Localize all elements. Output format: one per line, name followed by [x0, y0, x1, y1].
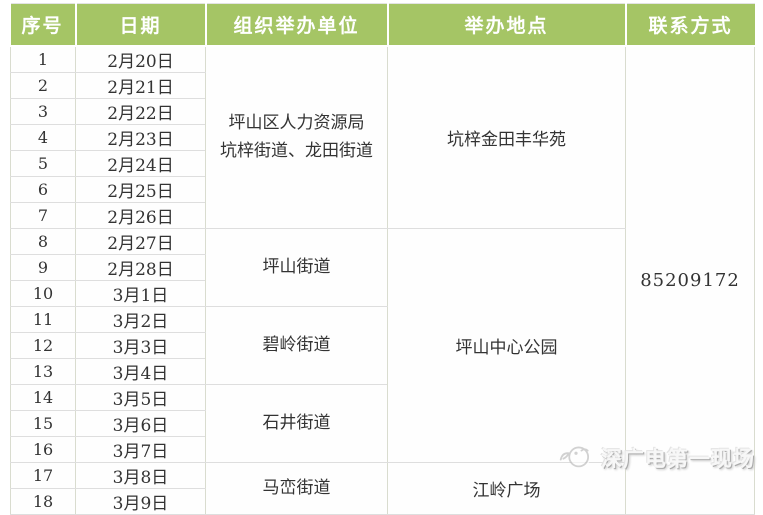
date-cell: 2月21日 — [75, 72, 206, 99]
date-cell: 2月27日 — [75, 228, 206, 255]
date-cell: 3月3日 — [75, 332, 206, 359]
date-cell: 2月23日 — [75, 124, 206, 151]
organizer-cell: 石井街道 — [205, 384, 388, 463]
row-number-cell: 15 — [10, 410, 76, 437]
table-row: 5 2月24日 — [10, 150, 755, 177]
date-cell: 3月2日 — [75, 306, 206, 333]
row-number-cell: 7 — [10, 202, 76, 229]
table-row: 2 2月21日 — [10, 72, 755, 99]
row-number-cell: 2 — [10, 72, 76, 99]
organizer-cell: 马峦街道 — [205, 462, 388, 515]
row-number-cell: 11 — [10, 306, 76, 333]
table-row: 6 2月25日 — [10, 176, 755, 203]
column-header: 联系方式 — [624, 3, 755, 47]
table-row: 16 3月7日 — [10, 436, 755, 463]
table-row: 11 3月2日 碧岭街道 — [10, 306, 755, 385]
schedule-table: 序号 日期 组织举办单位 举办地点 联系方式 1 2月20日 坪山区人力资源局 坑梓街道、龙… — [10, 3, 755, 515]
table-row: 12 3月3日 — [10, 332, 755, 359]
date-cell: 2月25日 — [75, 176, 206, 203]
organizer-cell: 坪山街道 — [205, 228, 388, 307]
date-cell: 2月28日 — [75, 254, 206, 281]
column-header: 序号 — [10, 3, 76, 47]
venue-cell: 坪山中心公园 — [387, 228, 626, 463]
date-cell: 2月22日 — [75, 98, 206, 125]
date-cell: 3月1日 — [75, 280, 206, 307]
row-number-cell: 10 — [10, 280, 76, 307]
organizer-cell: 碧岭街道 — [205, 306, 388, 385]
row-number-cell: 18 — [10, 488, 76, 515]
table-row: 8 2月27日 坪山街道 坪山中心公园 — [10, 228, 755, 463]
date-cell: 2月24日 — [75, 150, 206, 177]
date-cell: 2月20日 — [75, 45, 206, 73]
row-number-cell: 1 — [10, 45, 76, 73]
venue-cell: 坑梓金田丰华苑 — [387, 45, 626, 229]
table-row: 14 3月5日 石井街道 — [10, 384, 755, 463]
table-row: 10 3月1日 — [10, 280, 755, 307]
row-number-cell: 3 — [10, 98, 76, 125]
row-number-cell: 16 — [10, 436, 76, 463]
date-cell: 3月9日 — [75, 488, 206, 515]
table-header-row: 序号 日期 组织举办单位 举办地点 联系方式 — [10, 3, 755, 47]
column-header: 举办地点 — [386, 3, 626, 47]
row-number-cell: 12 — [10, 332, 76, 359]
row-number-cell: 9 — [10, 254, 76, 281]
table-row: 1 2月20日 坪山区人力资源局 坑梓街道、龙田街道 坑梓金田丰华苑 85209172 — [10, 45, 755, 515]
row-number-cell: 17 — [10, 462, 76, 489]
column-header: 日期 — [74, 3, 206, 47]
table-row: 3 2月22日 — [10, 98, 755, 125]
column-header: 组织举办单位 — [204, 3, 388, 47]
date-cell: 3月6日 — [75, 410, 206, 437]
date-cell: 3月7日 — [75, 436, 206, 463]
contact-cell: 85209172 — [625, 45, 755, 515]
date-cell: 2月26日 — [75, 202, 206, 229]
row-number-cell: 13 — [10, 358, 76, 385]
row-number-cell: 8 — [10, 228, 76, 255]
row-number-cell: 4 — [10, 124, 76, 151]
date-cell: 3月5日 — [75, 384, 206, 411]
row-number-cell: 14 — [10, 384, 76, 411]
table-row: 13 3月4日 — [10, 358, 755, 385]
row-number-cell: 5 — [10, 150, 76, 177]
date-cell: 3月8日 — [75, 462, 206, 489]
row-number-cell: 6 — [10, 176, 76, 203]
date-cell: 3月4日 — [75, 358, 206, 385]
venue-cell: 江岭广场 — [387, 462, 626, 515]
organizer-cell: 坪山区人力资源局 坑梓街道、龙田街道 — [205, 45, 388, 229]
